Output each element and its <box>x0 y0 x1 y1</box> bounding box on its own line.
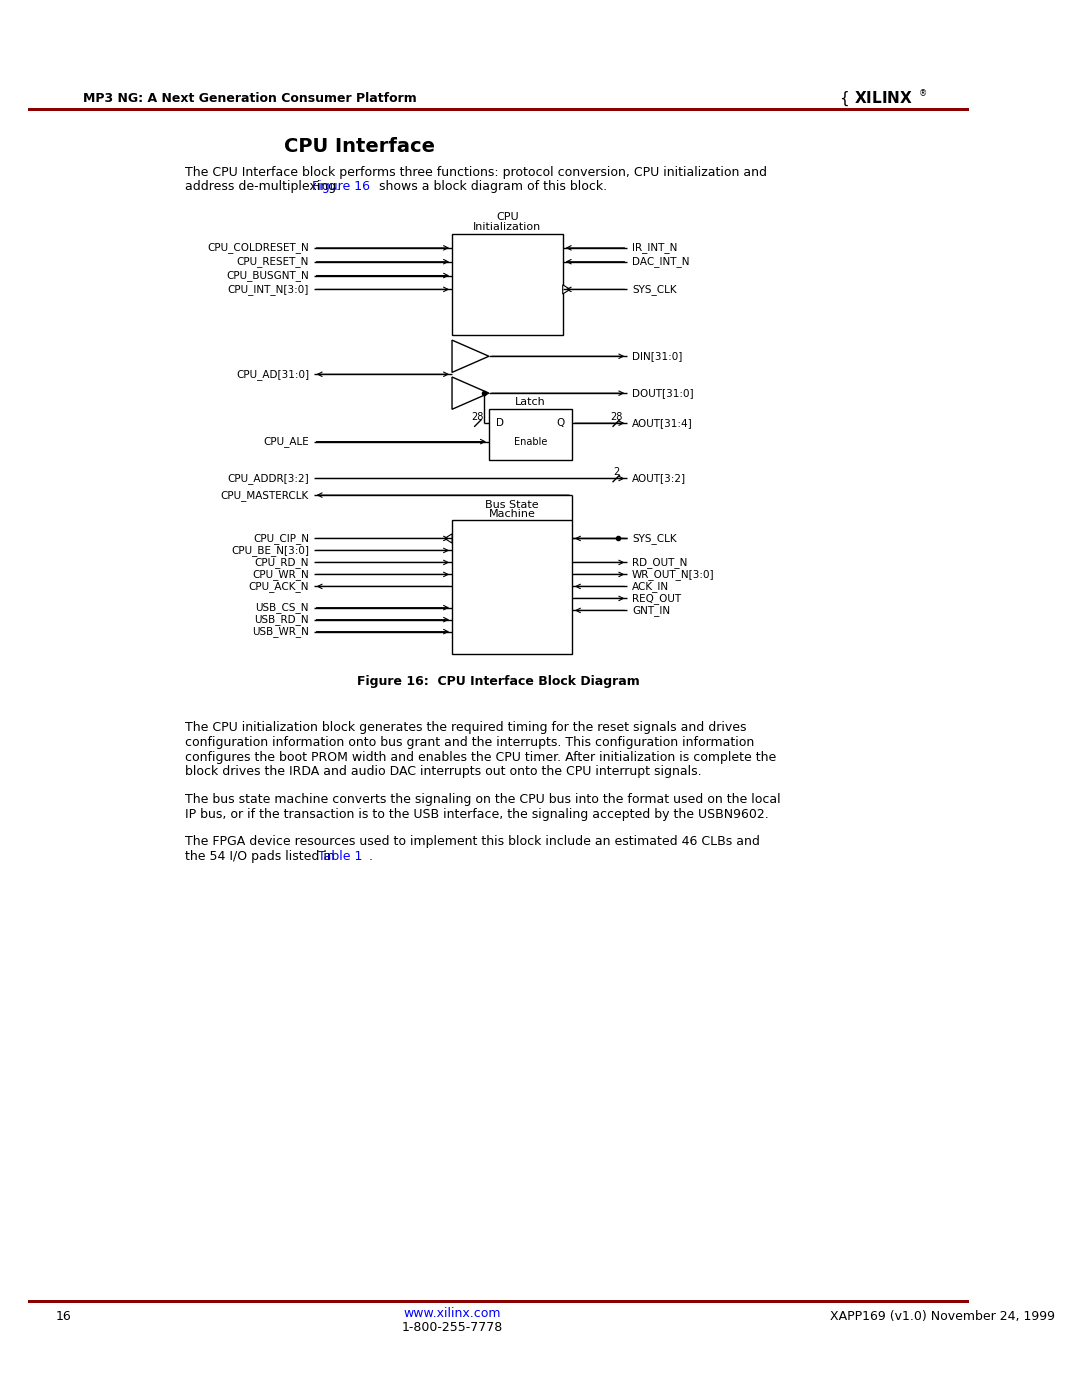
Bar <box>453 520 572 654</box>
Text: CPU_ADDR[3:2]: CPU_ADDR[3:2] <box>227 474 309 483</box>
Text: Machine: Machine <box>488 510 536 520</box>
Text: DIN[31:0]: DIN[31:0] <box>632 351 683 362</box>
Text: WR_OUT_N[3:0]: WR_OUT_N[3:0] <box>632 569 715 580</box>
Text: The FPGA device resources used to implement this block include an estimated 46 C: The FPGA device resources used to implem… <box>185 835 759 848</box>
Text: CPU Interface: CPU Interface <box>284 137 435 156</box>
Polygon shape <box>445 534 453 543</box>
Text: Latch: Latch <box>515 397 545 407</box>
Text: ACK_IN: ACK_IN <box>632 581 669 592</box>
Text: .: . <box>369 851 373 863</box>
Text: CPU_BUSGNT_N: CPU_BUSGNT_N <box>227 270 309 281</box>
Text: CPU_MASTERCLK: CPU_MASTERCLK <box>220 489 309 500</box>
Text: configures the boot PROM width and enables the CPU timer. After initialization i: configures the boot PROM width and enabl… <box>185 750 775 764</box>
Text: The bus state machine converts the signaling on the CPU bus into the format used: The bus state machine converts the signa… <box>185 793 780 806</box>
Text: CPU_ACK_N: CPU_ACK_N <box>248 581 309 592</box>
Bar <box>453 235 563 335</box>
Text: DAC_INT_N: DAC_INT_N <box>632 256 689 267</box>
Text: AOUT[31:4]: AOUT[31:4] <box>632 418 692 427</box>
Text: IR_INT_N: IR_INT_N <box>632 243 677 253</box>
Text: XAPP169 (v1.0) November 24, 1999: XAPP169 (v1.0) November 24, 1999 <box>831 1309 1055 1323</box>
Polygon shape <box>453 339 489 373</box>
Text: CPU_AD[31:0]: CPU_AD[31:0] <box>235 369 309 380</box>
Text: USB_CS_N: USB_CS_N <box>256 602 309 613</box>
Text: Table 1: Table 1 <box>319 851 363 863</box>
Text: shows a block diagram of this block.: shows a block diagram of this block. <box>376 180 608 193</box>
Text: Initialization: Initialization <box>473 222 541 232</box>
Text: CPU: CPU <box>496 212 518 222</box>
Bar <box>489 409 572 460</box>
Text: The CPU Interface block performs three functions: protocol conversion, CPU initi: The CPU Interface block performs three f… <box>185 166 767 179</box>
Text: Bus State: Bus State <box>485 500 539 510</box>
Text: CPU_RD_N: CPU_RD_N <box>255 557 309 569</box>
Text: GNT_IN: GNT_IN <box>632 605 670 616</box>
Bar <box>28 1299 969 1303</box>
Text: DOUT[31:0]: DOUT[31:0] <box>632 388 693 398</box>
Text: IP bus, or if the transaction is to the USB interface, the signaling accepted by: IP bus, or if the transaction is to the … <box>185 807 768 821</box>
Text: SYS_CLK: SYS_CLK <box>632 284 676 295</box>
Text: MP3 NG: A Next Generation Consumer Platform: MP3 NG: A Next Generation Consumer Platf… <box>83 92 417 105</box>
Text: address de-multiplexing.: address de-multiplexing. <box>185 180 343 193</box>
Text: D: D <box>497 418 504 427</box>
Text: 1-800-255-7778: 1-800-255-7778 <box>402 1320 502 1334</box>
Bar <box>28 108 969 112</box>
Text: CPU_INT_N[3:0]: CPU_INT_N[3:0] <box>228 284 309 295</box>
Text: 28: 28 <box>610 412 622 422</box>
Text: CPU_COLDRESET_N: CPU_COLDRESET_N <box>207 243 309 253</box>
Text: RD_OUT_N: RD_OUT_N <box>632 557 687 569</box>
Text: USB_RD_N: USB_RD_N <box>255 615 309 624</box>
Polygon shape <box>453 377 489 409</box>
Text: 2: 2 <box>613 467 619 476</box>
Text: 16: 16 <box>55 1309 71 1323</box>
Text: CPU_RESET_N: CPU_RESET_N <box>237 256 309 267</box>
Text: block drives the IRDA and audio DAC interrupts out onto the CPU interrupt signal: block drives the IRDA and audio DAC inte… <box>185 766 701 778</box>
Text: REQ_OUT: REQ_OUT <box>632 592 681 604</box>
Text: 28: 28 <box>472 412 484 422</box>
Text: CPU_WR_N: CPU_WR_N <box>253 569 309 580</box>
Text: www.xilinx.com: www.xilinx.com <box>403 1306 501 1320</box>
Text: Figure 16: Figure 16 <box>312 180 369 193</box>
Polygon shape <box>563 285 570 293</box>
Text: Figure 16:  CPU Interface Block Diagram: Figure 16: CPU Interface Block Diagram <box>356 675 639 687</box>
Text: CPU_BE_N[3:0]: CPU_BE_N[3:0] <box>231 545 309 556</box>
Text: CPU_CIP_N: CPU_CIP_N <box>253 534 309 543</box>
Text: USB_WR_N: USB_WR_N <box>252 626 309 637</box>
Text: CPU_ALE: CPU_ALE <box>264 436 309 447</box>
Text: Enable: Enable <box>514 437 548 447</box>
Text: the 54 I/O pads listed in: the 54 I/O pads listed in <box>185 851 338 863</box>
Text: configuration information onto bus grant and the interrupts. This configuration : configuration information onto bus grant… <box>185 736 754 749</box>
Text: AOUT[3:2]: AOUT[3:2] <box>632 474 686 483</box>
Text: Q: Q <box>556 418 565 427</box>
Text: $\{$ XILINX: $\{$ XILINX <box>839 89 914 108</box>
Text: SYS_CLK: SYS_CLK <box>632 534 676 543</box>
Text: The CPU initialization block generates the required timing for the reset signals: The CPU initialization block generates t… <box>185 721 746 733</box>
Text: ®: ® <box>919 89 927 98</box>
